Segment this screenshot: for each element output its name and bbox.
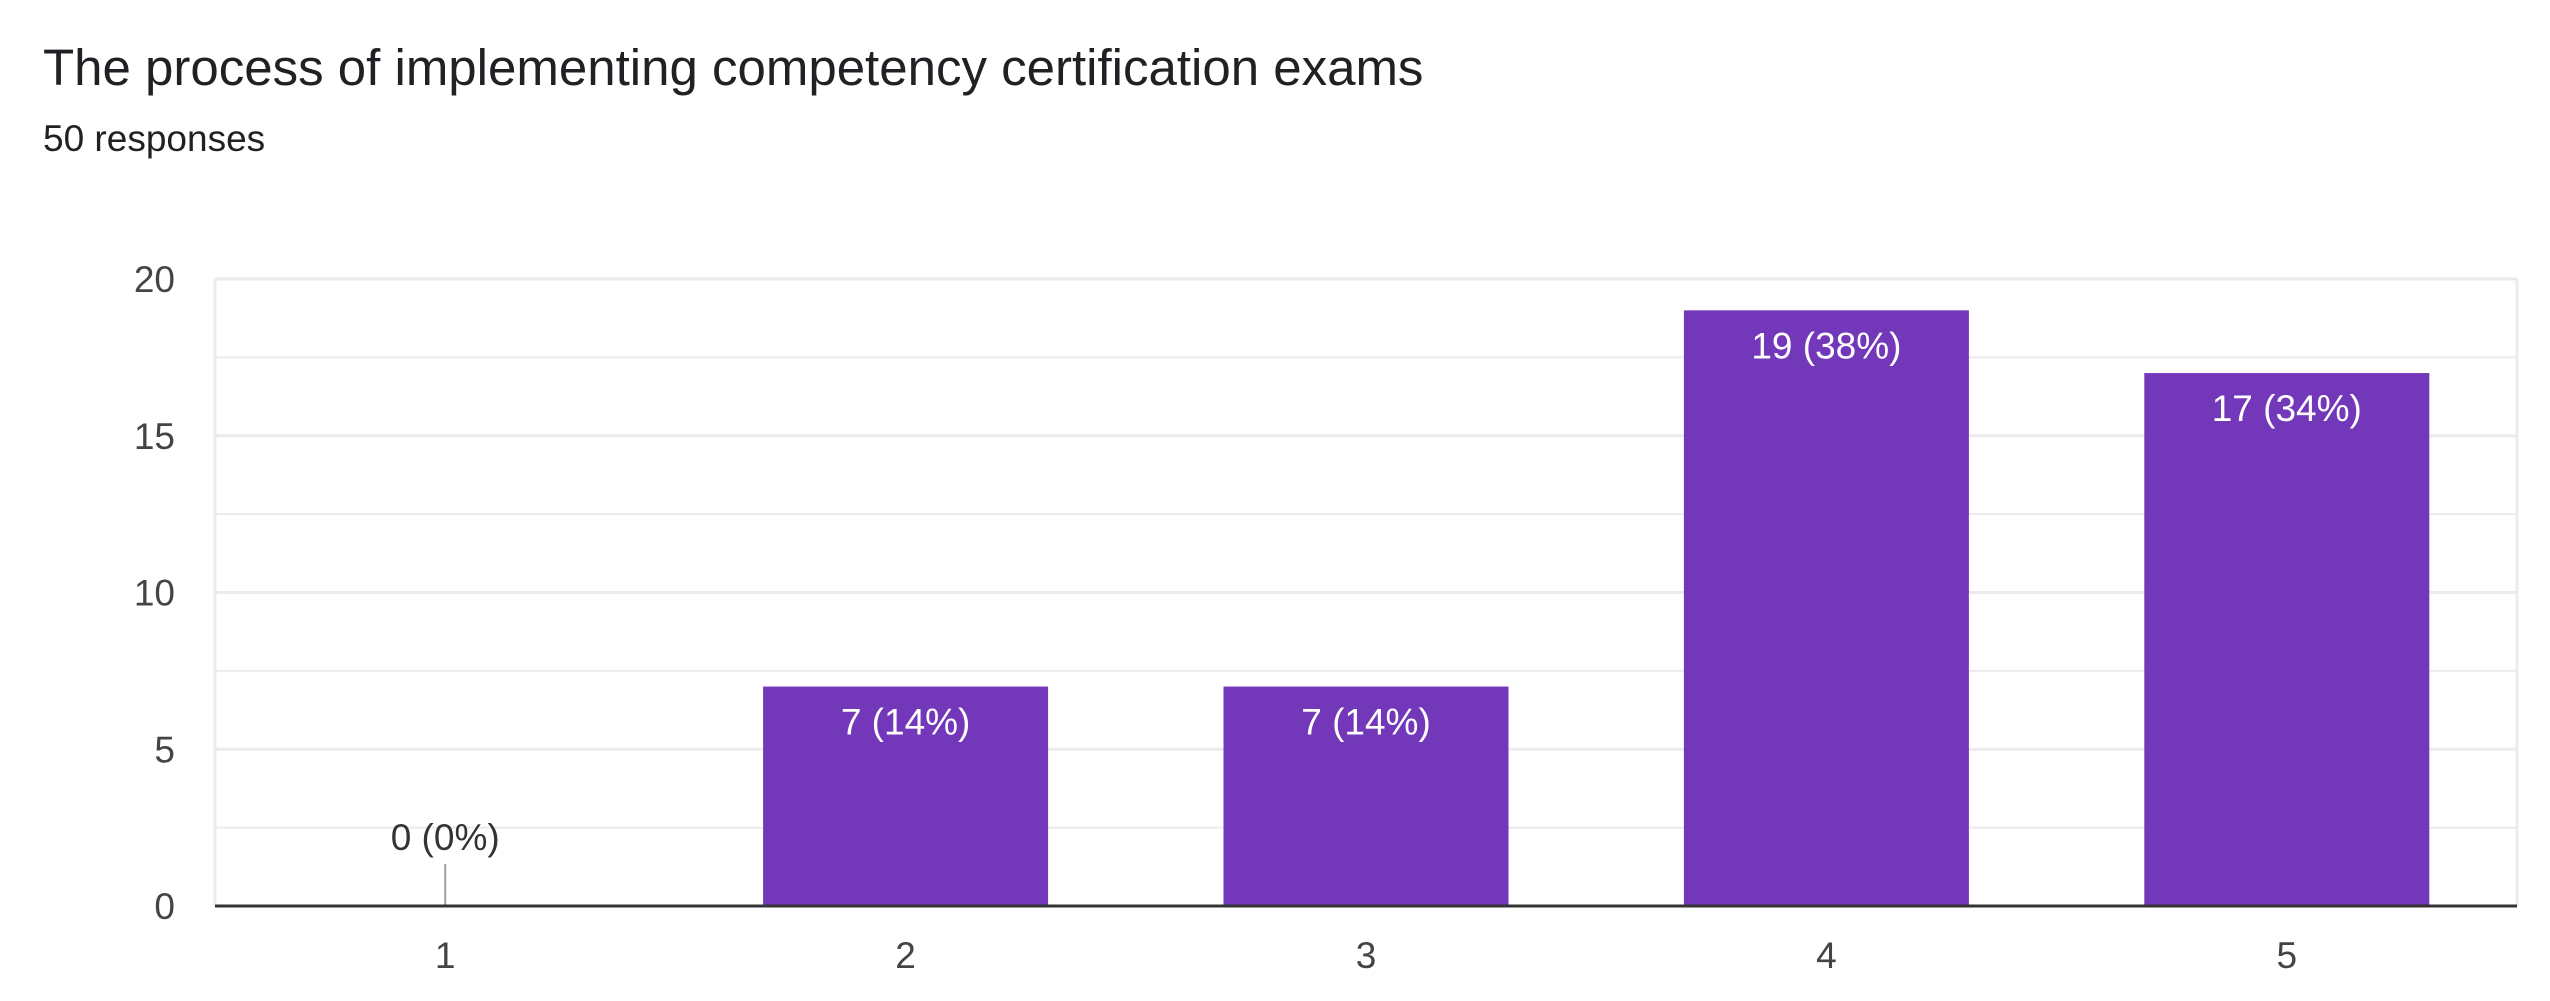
x-tick-label: 2 (895, 935, 916, 976)
data-label: 19 (38%) (1751, 325, 1901, 366)
bar (2144, 373, 2430, 906)
y-tick-label: 10 (134, 573, 175, 614)
bar (1223, 686, 1509, 906)
bar (1683, 310, 1969, 907)
data-label: 0 (0%) (391, 817, 500, 858)
response-count: 50 responses (43, 118, 266, 159)
y-tick-label: 5 (154, 729, 175, 770)
x-tick-label: 1 (435, 935, 456, 976)
x-tick-label: 5 (2277, 935, 2298, 976)
data-label: 7 (14%) (841, 702, 971, 743)
axes: 0 5 10 15 20 1 2 3 4 5 (134, 259, 2517, 976)
bars (444, 310, 2430, 907)
gridlines (213, 277, 2519, 906)
x-tick-label: 4 (1816, 935, 1837, 976)
y-tick-label: 0 (154, 886, 175, 927)
data-label: 7 (14%) (1301, 702, 1431, 743)
y-tick-label: 15 (134, 416, 175, 457)
x-tick-label: 3 (1356, 935, 1377, 976)
y-tick-label: 20 (134, 259, 175, 300)
chart-title: The process of implementing competency c… (43, 39, 1424, 96)
bar (763, 686, 1049, 906)
data-labels: 0 (0%) 7 (14%) 7 (14%) 19 (38%) 17 (34%) (391, 325, 2362, 858)
data-label: 17 (34%) (2212, 388, 2362, 429)
chart-header: The process of implementing competency c… (43, 34, 1423, 164)
